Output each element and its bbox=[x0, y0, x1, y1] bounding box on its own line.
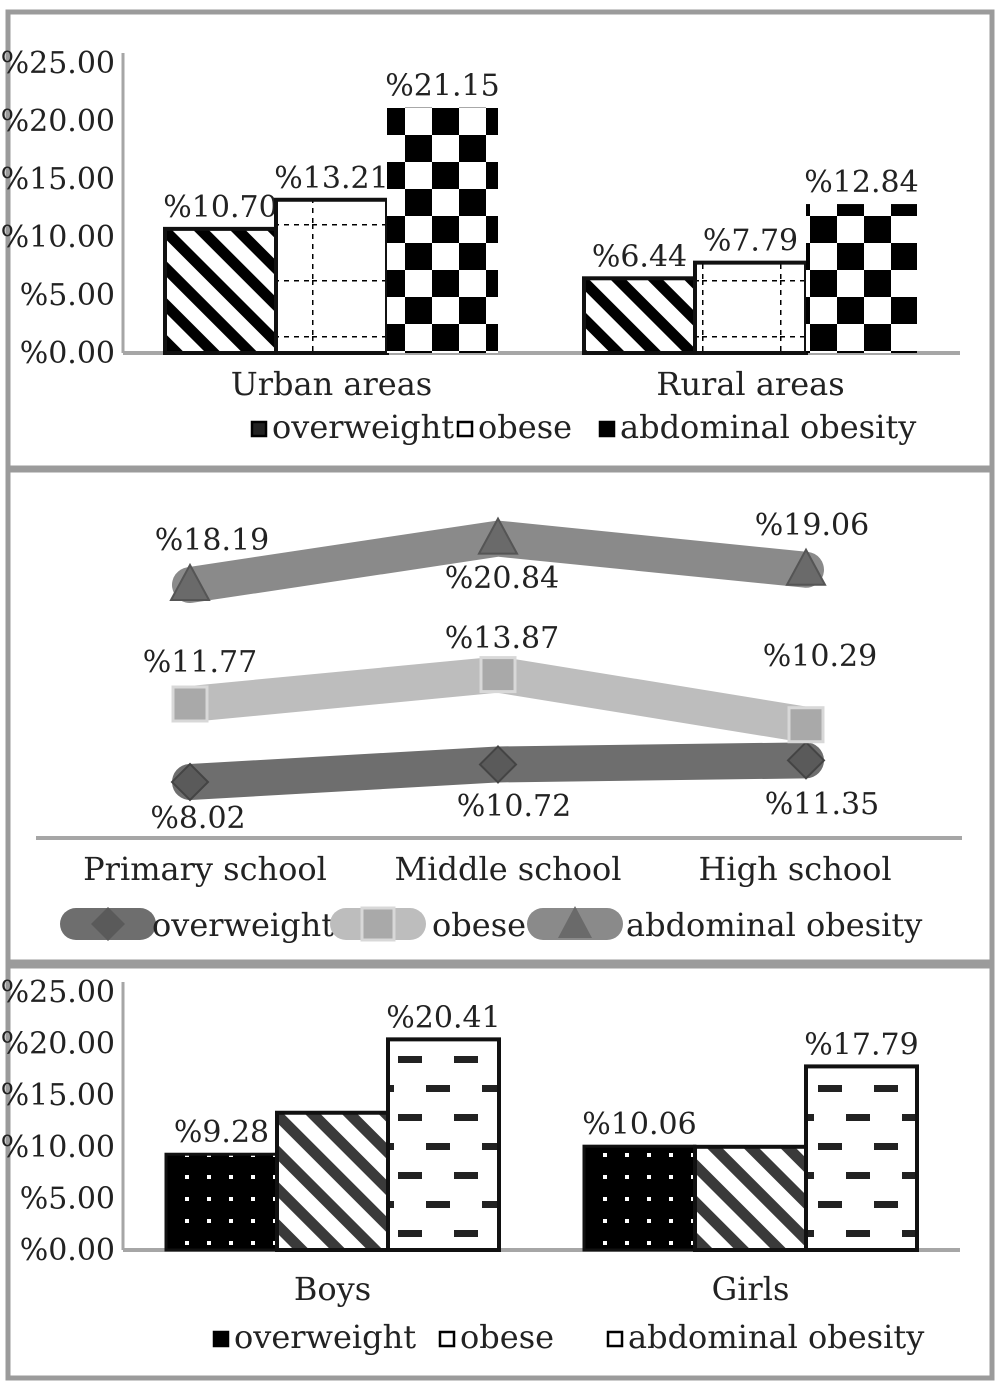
c2-y-tick-label: %0.00 bbox=[20, 1233, 115, 1268]
c0-y-tick-label: %5.00 bbox=[20, 278, 115, 313]
c2-category-label: Girls bbox=[712, 1270, 790, 1308]
c0-data-label: %12.84 bbox=[804, 165, 918, 200]
c0-category-label: Urban areas bbox=[231, 365, 432, 403]
c2-bar-abdominal-obesity-girls bbox=[804, 1064, 919, 1253]
c1-marker-abdominal-obesity bbox=[169, 562, 211, 601]
c1-category-label: Middle school bbox=[394, 850, 621, 888]
c1-legend-label: abdominal obesity bbox=[626, 906, 922, 944]
c0-legend-label: obese bbox=[478, 408, 572, 446]
c2-data-label: %9.28 bbox=[174, 1115, 269, 1150]
c2-y-tick-label: %20.00 bbox=[1, 1027, 115, 1062]
c0-legend-swatch bbox=[598, 420, 616, 438]
c0-bar-obese-rural-areas bbox=[693, 260, 808, 355]
panel-border-2 bbox=[5, 467, 995, 965]
c1-data-label: %8.02 bbox=[150, 801, 245, 836]
c2-bar-overweight-girls bbox=[582, 1144, 697, 1252]
c0-data-label: %13.21 bbox=[274, 161, 388, 196]
c2-category-label: Boys bbox=[294, 1270, 371, 1308]
c2-bar-obese-boys bbox=[275, 1110, 390, 1253]
c1-data-label: %18.19 bbox=[155, 523, 269, 558]
c1-marker-overweight bbox=[170, 762, 210, 802]
c0-y-tick-label: %10.00 bbox=[1, 220, 115, 255]
c2-y-tick-label: %25.00 bbox=[1, 975, 115, 1010]
c1-data-label: %13.87 bbox=[445, 621, 559, 656]
c2-legend-label: abdominal obesity bbox=[628, 1318, 924, 1356]
c1-marker-obese bbox=[787, 706, 825, 744]
c1-marker-abdominal-obesity bbox=[785, 547, 827, 586]
c0-bar-abdominal-obesity-rural-areas bbox=[806, 204, 917, 353]
c1-category-label: Primary school bbox=[83, 850, 327, 888]
c1-category-label: High school bbox=[698, 850, 891, 888]
c1-data-label: %11.77 bbox=[143, 645, 257, 680]
c2-legend-swatch bbox=[212, 1330, 230, 1348]
c1-marker-overweight bbox=[786, 740, 826, 780]
c0-legend-label: abdominal obesity bbox=[620, 408, 916, 446]
c0-legend-swatch bbox=[250, 420, 268, 438]
c1-legend-label: overweight bbox=[152, 906, 334, 944]
c1-data-label: %10.29 bbox=[763, 639, 877, 674]
c0-y-tick-label: %15.00 bbox=[1, 162, 115, 197]
c0-y-tick-label: %20.00 bbox=[1, 104, 115, 139]
c2-legend-swatch bbox=[606, 1330, 624, 1348]
c2-legend-swatch bbox=[438, 1330, 456, 1348]
c0-data-label: %7.79 bbox=[703, 224, 798, 259]
c2-bar-abdominal-obesity-boys bbox=[386, 1037, 501, 1252]
c1-marker-obese bbox=[171, 685, 209, 723]
c2-bar-obese-girls bbox=[693, 1144, 808, 1253]
c0-y-tick-label: %0.00 bbox=[20, 336, 115, 371]
c1-data-label: %10.72 bbox=[457, 789, 571, 824]
c2-data-label: %17.79 bbox=[804, 1027, 918, 1062]
c2-bar-overweight-boys bbox=[164, 1152, 279, 1252]
c0-legend-label: overweight bbox=[272, 408, 454, 446]
c2-y-tick-label: %10.00 bbox=[1, 1130, 115, 1165]
c2-y-tick-label: %15.00 bbox=[1, 1078, 115, 1113]
c0-data-label: %10.70 bbox=[163, 190, 277, 225]
c0-data-label: %6.44 bbox=[592, 239, 687, 274]
c1-data-label: %20.84 bbox=[445, 561, 559, 596]
c0-data-label: %21.15 bbox=[385, 69, 499, 104]
c2-legend-label: overweight bbox=[234, 1318, 416, 1356]
panel-border-3 bbox=[5, 963, 995, 1381]
c1-legend-marker bbox=[360, 906, 396, 942]
c0-bar-abdominal-obesity-urban-areas bbox=[387, 107, 498, 353]
c1-legend-marker bbox=[558, 906, 592, 938]
c1-marker-obese bbox=[479, 656, 517, 694]
c2-data-label: %10.06 bbox=[582, 1107, 696, 1142]
c1-legend-marker bbox=[91, 907, 125, 941]
c1-marker-overweight bbox=[478, 745, 518, 784]
c1-legend-label: obese bbox=[432, 906, 526, 944]
c0-bar-obese-urban-areas bbox=[274, 197, 389, 355]
c1-data-label: %11.35 bbox=[765, 787, 879, 822]
c2-legend-label: obese bbox=[460, 1318, 554, 1356]
c0-bar-overweight-urban-areas bbox=[163, 226, 278, 356]
c1-data-label: %19.06 bbox=[755, 508, 869, 543]
c0-legend-swatch bbox=[456, 420, 474, 438]
c0-bar-overweight-rural-areas bbox=[582, 276, 697, 355]
c1-marker-abdominal-obesity bbox=[477, 516, 519, 555]
c0-category-label: Rural areas bbox=[656, 365, 844, 403]
c0-y-tick-label: %25.00 bbox=[1, 46, 115, 81]
c2-data-label: %20.41 bbox=[386, 1000, 500, 1035]
c2-y-tick-label: %5.00 bbox=[20, 1181, 115, 1216]
